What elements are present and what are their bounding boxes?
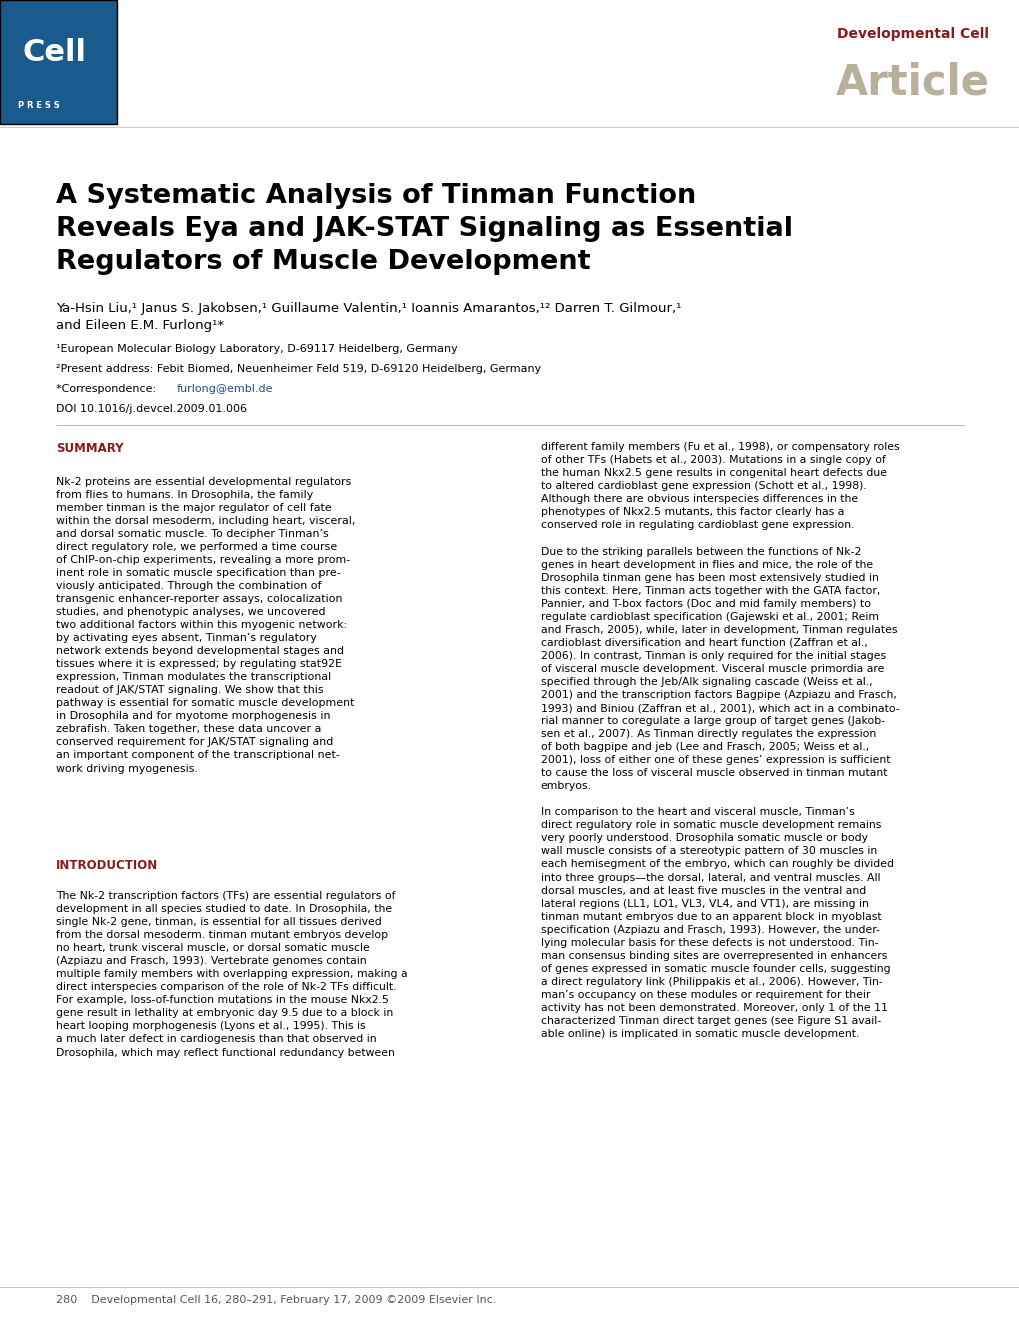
FancyBboxPatch shape bbox=[0, 0, 117, 124]
Text: Developmental Cell: Developmental Cell bbox=[837, 28, 988, 41]
Text: SUMMARY: SUMMARY bbox=[56, 442, 123, 455]
Text: P R E S S: P R E S S bbox=[18, 102, 60, 110]
Text: Cell: Cell bbox=[22, 38, 87, 68]
Text: The Nk-2 transcription factors (TFs) are essential regulators of
development in : The Nk-2 transcription factors (TFs) are… bbox=[56, 891, 408, 1058]
Text: furlong@embl.de: furlong@embl.de bbox=[176, 384, 273, 395]
Text: INTRODUCTION: INTRODUCTION bbox=[56, 859, 158, 873]
Text: Article: Article bbox=[835, 61, 988, 103]
Text: ¹European Molecular Biology Laboratory, D-69117 Heidelberg, Germany: ¹European Molecular Biology Laboratory, … bbox=[56, 344, 458, 355]
Text: A Systematic Analysis of Tinman Function
Reveals Eya and JAK-STAT Signaling as E: A Systematic Analysis of Tinman Function… bbox=[56, 183, 793, 274]
Text: different family members (Fu et al., 1998), or compensatory roles
of other TFs (: different family members (Fu et al., 199… bbox=[540, 442, 899, 1039]
Text: Ya-Hsin Liu,¹ Janus S. Jakobsen,¹ Guillaume Valentin,¹ Ioannis Amarantos,¹² Darr: Ya-Hsin Liu,¹ Janus S. Jakobsen,¹ Guilla… bbox=[56, 302, 681, 332]
Text: ²Present address: Febit Biomed, Neuenheimer Feld 519, D-69120 Heidelberg, German: ²Present address: Febit Biomed, Neuenhei… bbox=[56, 364, 541, 375]
Text: *Correspondence:: *Correspondence: bbox=[56, 384, 160, 395]
Text: DOI 10.1016/j.devcel.2009.01.006: DOI 10.1016/j.devcel.2009.01.006 bbox=[56, 404, 247, 414]
Text: Nk-2 proteins are essential developmental regulators
from flies to humans. In Dr: Nk-2 proteins are essential developmenta… bbox=[56, 477, 356, 773]
Text: 280    Developmental Cell 16, 280–291, February 17, 2009 ©2009 Elsevier Inc.: 280 Developmental Cell 16, 280–291, Febr… bbox=[56, 1295, 496, 1305]
